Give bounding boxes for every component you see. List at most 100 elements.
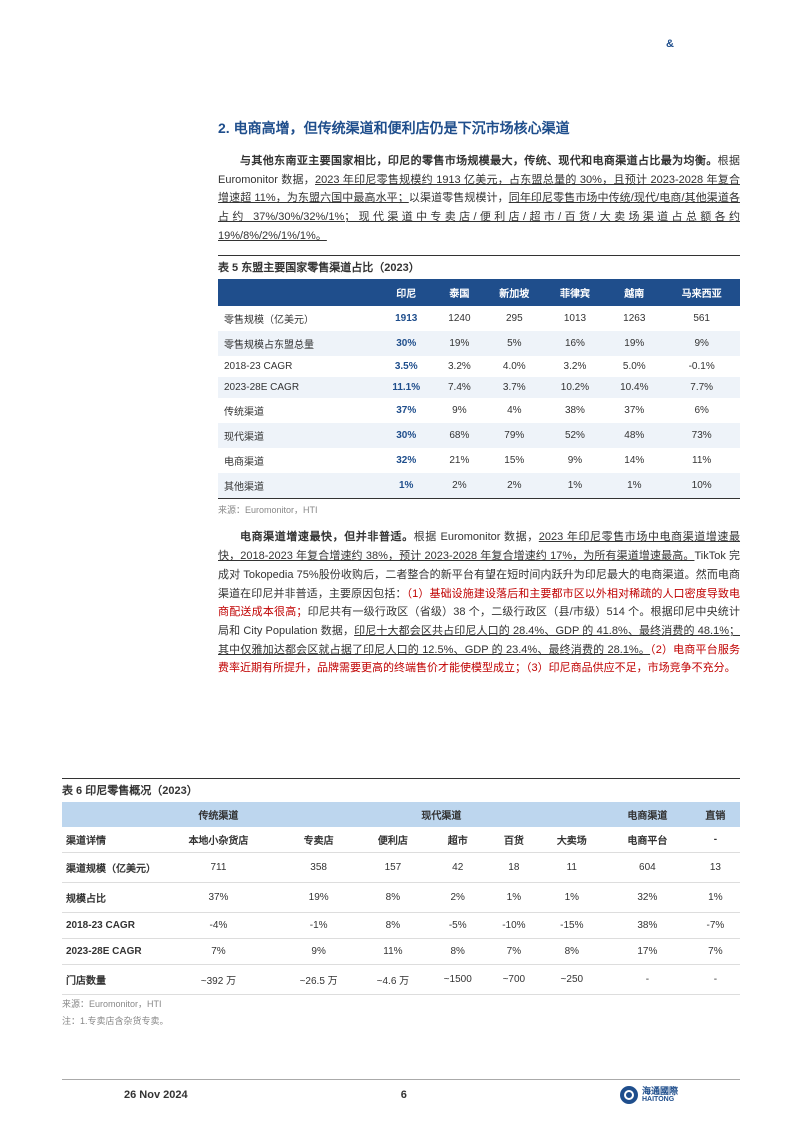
t6-gh1: 传统渠道 xyxy=(158,802,279,827)
para1-body-mid: 以渠道零售规模计， xyxy=(409,192,509,204)
table-row: 2018-23 CAGR3.5%3.2%4.0%3.2%5.0%-0.1% xyxy=(218,356,740,377)
table6-source: 来源：Euromonitor，HTI xyxy=(62,998,740,1012)
table5-source: 来源：Euromonitor，HTI xyxy=(218,503,740,516)
table-cell: 7% xyxy=(691,939,740,965)
t6-gh0 xyxy=(62,802,158,827)
table-cell: 37% xyxy=(378,398,435,423)
table-cell: 1240 xyxy=(435,306,484,331)
table-cell: 1% xyxy=(605,473,663,499)
table-row: 零售规模（亿美元）1913124029510131263561 xyxy=(218,306,740,331)
table6-note: 注：1.专卖店含杂货专卖。 xyxy=(62,1015,740,1029)
table-cell: 9% xyxy=(545,448,606,473)
table6: 传统渠道 现代渠道 电商渠道 直销 渠道详情 本地小杂货店 专卖店 便利店 超市… xyxy=(62,802,740,995)
table-row: 门店数量~392 万~26.5 万~4.6 万~1500~700~250-- xyxy=(62,965,740,995)
table-cell: 30% xyxy=(378,331,435,356)
table-cell: 13 xyxy=(691,853,740,883)
t6-sh4: 超市 xyxy=(427,827,488,853)
table-cell: ~1500 xyxy=(427,965,488,995)
table-cell: 2018-23 CAGR xyxy=(62,913,158,939)
t6-sh6: 大卖场 xyxy=(540,827,604,853)
table-cell: 19% xyxy=(435,331,484,356)
t6-sh2: 专卖店 xyxy=(279,827,359,853)
para2-lead: 电商渠道增速最快，但并非普适。 xyxy=(240,531,414,543)
table-cell: 7% xyxy=(158,939,279,965)
table-cell: 79% xyxy=(484,423,545,448)
table-cell: -0.1% xyxy=(663,356,740,377)
table-cell: -5% xyxy=(427,913,488,939)
table-cell: -15% xyxy=(540,913,604,939)
table-cell: ~26.5 万 xyxy=(279,965,359,995)
table-cell: 32% xyxy=(378,448,435,473)
table-row: 2023-28E CAGR7%9%11%8%7%8%17%7% xyxy=(62,939,740,965)
table-cell: 5.0% xyxy=(605,356,663,377)
table5-h3: 新加坡 xyxy=(484,279,545,306)
t6-gh3: 电商渠道 xyxy=(604,802,691,827)
table-cell: 21% xyxy=(435,448,484,473)
table-cell: 19% xyxy=(279,883,359,913)
logo-text-en: HAITONG xyxy=(642,1096,678,1103)
table-cell: 渠道规模（亿美元） xyxy=(62,853,158,883)
table-cell: 19% xyxy=(605,331,663,356)
table-cell: 11 xyxy=(540,853,604,883)
table-cell: ~250 xyxy=(540,965,604,995)
table-cell: 42 xyxy=(427,853,488,883)
table-cell: 48% xyxy=(605,423,663,448)
table-cell: 52% xyxy=(545,423,606,448)
table-cell: -10% xyxy=(488,913,540,939)
section-title-text: 电商高增，但传统渠道和便利店仍是下沉市场核心渠道 xyxy=(234,120,570,136)
t6-sh7: 电商平台 xyxy=(604,827,691,853)
table-cell: 7% xyxy=(488,939,540,965)
table-cell: 门店数量 xyxy=(62,965,158,995)
table5-h4: 菲律宾 xyxy=(545,279,606,306)
table-cell: 2023-28E CAGR xyxy=(62,939,158,965)
table-row: 零售规模占东盟总量30%19%5%16%19%9% xyxy=(218,331,740,356)
t6-sh1: 本地小杂货店 xyxy=(158,827,279,853)
table-cell: ~392 万 xyxy=(158,965,279,995)
table-cell: 15% xyxy=(484,448,545,473)
main-content: 2. 电商高增，但传统渠道和便利店仍是下沉市场核心渠道 与其他东南亚主要国家相比… xyxy=(0,0,802,678)
table-cell: 8% xyxy=(358,913,427,939)
logo-icon xyxy=(620,1086,638,1104)
table-cell: 14% xyxy=(605,448,663,473)
table-cell: 电商渠道 xyxy=(218,448,378,473)
table-cell: 68% xyxy=(435,423,484,448)
table-cell: 11% xyxy=(358,939,427,965)
table-row: 电商渠道32%21%15%9%14%11% xyxy=(218,448,740,473)
table-cell: 358 xyxy=(279,853,359,883)
t6-sh8: - xyxy=(691,827,740,853)
table-cell: 其他渠道 xyxy=(218,473,378,499)
table5-h0 xyxy=(218,279,378,306)
table5-h5: 越南 xyxy=(605,279,663,306)
table-cell: 8% xyxy=(540,939,604,965)
table-cell: 3.7% xyxy=(484,377,545,398)
table-cell: 2% xyxy=(484,473,545,499)
table-cell: 3.2% xyxy=(435,356,484,377)
table-cell: 1% xyxy=(378,473,435,499)
section-number: 2. xyxy=(218,120,230,136)
table5-title: 表 5 东盟主要国家零售渠道占比（2023） xyxy=(218,255,740,275)
table-cell: 18 xyxy=(488,853,540,883)
table-cell: 9% xyxy=(663,331,740,356)
table-cell: 零售规模（亿美元） xyxy=(218,306,378,331)
table-cell: 711 xyxy=(158,853,279,883)
table-row: 2023-28E CAGR11.1%7.4%3.7%10.2%10.4%7.7% xyxy=(218,377,740,398)
table-cell: 38% xyxy=(604,913,691,939)
paragraph-1: 与其他东南亚主要国家相比，印尼的零售市场规模最大，传统、现代和电商渠道占比最为均… xyxy=(218,152,740,245)
table-cell: 32% xyxy=(604,883,691,913)
header-mark: & xyxy=(666,38,674,50)
table6-title: 表 6 印尼零售概况（2023） xyxy=(62,778,740,798)
table-cell: 17% xyxy=(604,939,691,965)
table-cell: 295 xyxy=(484,306,545,331)
table5-h2: 泰国 xyxy=(435,279,484,306)
t6-sh0: 渠道详情 xyxy=(62,827,158,853)
table-cell: 604 xyxy=(604,853,691,883)
table-cell: 5% xyxy=(484,331,545,356)
table-cell: 37% xyxy=(605,398,663,423)
table-cell: 1913 xyxy=(378,306,435,331)
table-row: 现代渠道30%68%79%52%48%73% xyxy=(218,423,740,448)
table-row: 规模占比37%19%8%2%1%1%32%1% xyxy=(62,883,740,913)
table-cell: 9% xyxy=(435,398,484,423)
table5-header-row: 印尼 泰国 新加坡 菲律宾 越南 马来西亚 xyxy=(218,279,740,306)
table5-h6: 马来西亚 xyxy=(663,279,740,306)
table-cell: - xyxy=(691,965,740,995)
